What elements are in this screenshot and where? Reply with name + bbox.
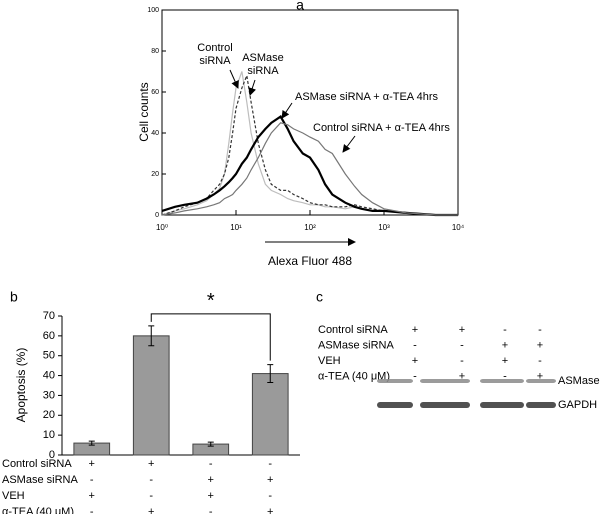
bar <box>132 335 170 456</box>
annotation-arrow <box>229 69 239 89</box>
condition-sign: - <box>538 324 542 336</box>
condition-sign: + <box>208 474 214 486</box>
condition-sign: + <box>267 506 273 514</box>
condition-sign: + <box>267 474 273 486</box>
condition-sign: - <box>209 458 213 470</box>
error-bar <box>88 440 95 446</box>
condition-sign: + <box>502 339 508 351</box>
bar <box>251 373 289 456</box>
x-tick-label: 10³ <box>378 223 390 232</box>
condition-sign: - <box>503 370 507 382</box>
y-tick-label: 30 <box>43 389 55 401</box>
annotation-arrow <box>281 102 293 119</box>
y-tick-label: 80 <box>151 48 159 55</box>
condition-sign: - <box>209 506 213 514</box>
condition-sign: - <box>413 339 417 351</box>
condition-sign: + <box>412 324 418 336</box>
x-tick-label: 10⁰ <box>156 223 168 232</box>
y-tick-label: 40 <box>43 369 55 381</box>
annotation: ASMase <box>242 52 284 64</box>
condition-label: α-TEA (40 μM) <box>2 506 74 514</box>
blot-band <box>480 379 524 383</box>
y-tick-label: 0 <box>49 449 55 461</box>
condition-label: ASMase siRNA <box>2 474 78 486</box>
y-tick-label: 10 <box>43 429 55 441</box>
histogram-line <box>161 122 458 216</box>
condition-sign: + <box>537 370 543 382</box>
panel-label: b <box>10 289 18 305</box>
y-tick-label: 100 <box>147 7 159 14</box>
significance-bracket <box>150 313 271 361</box>
x-axis-label: Alexa Fluor 488 <box>268 254 352 268</box>
histogram-line <box>161 115 458 217</box>
annotation: ASMase siRNA + α-TEA 4hrs <box>295 91 438 103</box>
y-tick-label: 20 <box>43 409 55 421</box>
condition-sign: - <box>90 506 94 514</box>
condition-sign: + <box>89 490 95 502</box>
y-tick-label: 60 <box>151 89 159 96</box>
blot-band <box>420 379 470 383</box>
blot-band <box>420 402 470 408</box>
y-tick-label: 70 <box>43 310 55 322</box>
condition-label: α-TEA (40 μM) <box>318 370 390 382</box>
error-bar <box>148 325 155 347</box>
annotation-arrow <box>248 79 257 96</box>
condition-sign: - <box>460 355 464 367</box>
condition-sign: + <box>537 339 543 351</box>
condition-sign: + <box>459 370 465 382</box>
panel-label: a <box>296 0 304 13</box>
condition-label: Control siRNA <box>318 324 388 336</box>
condition-sign: - <box>503 324 507 336</box>
condition-sign: + <box>502 355 508 367</box>
blot-band <box>377 379 413 383</box>
condition-sign: - <box>413 370 417 382</box>
condition-sign: - <box>90 474 94 486</box>
condition-sign: + <box>148 506 154 514</box>
blot-band <box>377 402 413 408</box>
panel-label: c <box>316 289 323 305</box>
x-tick-label: 10¹ <box>230 223 242 232</box>
y-axis-label: Cell counts <box>137 82 151 141</box>
condition-sign: + <box>148 458 154 470</box>
condition-label: Control siRNA <box>2 458 72 470</box>
y-tick-label: 50 <box>43 350 55 362</box>
condition-label: VEH <box>2 490 25 502</box>
condition-sign: + <box>208 490 214 502</box>
condition-sign: - <box>538 355 542 367</box>
annotation: siRNA <box>199 55 231 67</box>
condition-sign: - <box>149 490 153 502</box>
plot-frame <box>161 9 459 216</box>
annotation-arrow <box>342 135 356 153</box>
band-label: ASMase <box>558 375 600 387</box>
annotation: Control siRNA + α-TEA 4hrs <box>313 122 450 134</box>
histogram-line <box>161 73 458 216</box>
condition-sign: - <box>268 490 272 502</box>
condition-label: VEH <box>318 355 341 367</box>
y-tick-label: 0 <box>155 212 159 219</box>
condition-sign: - <box>149 474 153 486</box>
y-tick-label: 20 <box>151 171 159 178</box>
blot-band <box>526 402 556 408</box>
blot-band <box>480 402 524 408</box>
y-axis-label: Apoptosis (%) <box>14 348 28 423</box>
error-bar <box>267 364 274 384</box>
condition-sign: + <box>412 355 418 367</box>
error-bar <box>207 441 214 447</box>
condition-label: ASMase siRNA <box>318 339 394 351</box>
y-tick-label: 40 <box>151 130 159 137</box>
y-tick-label: 60 <box>43 330 55 342</box>
x-tick-label: 10² <box>304 223 316 232</box>
x-tick-label: 10⁴ <box>452 223 465 232</box>
blot-band <box>526 379 556 383</box>
band-label: GAPDH <box>558 399 597 411</box>
condition-sign: - <box>460 339 464 351</box>
annotation: siRNA <box>247 65 279 77</box>
condition-sign: + <box>459 324 465 336</box>
annotation: Control <box>197 42 232 54</box>
condition-sign: - <box>268 458 272 470</box>
significance-mark: * <box>207 290 215 312</box>
condition-sign: + <box>89 458 95 470</box>
